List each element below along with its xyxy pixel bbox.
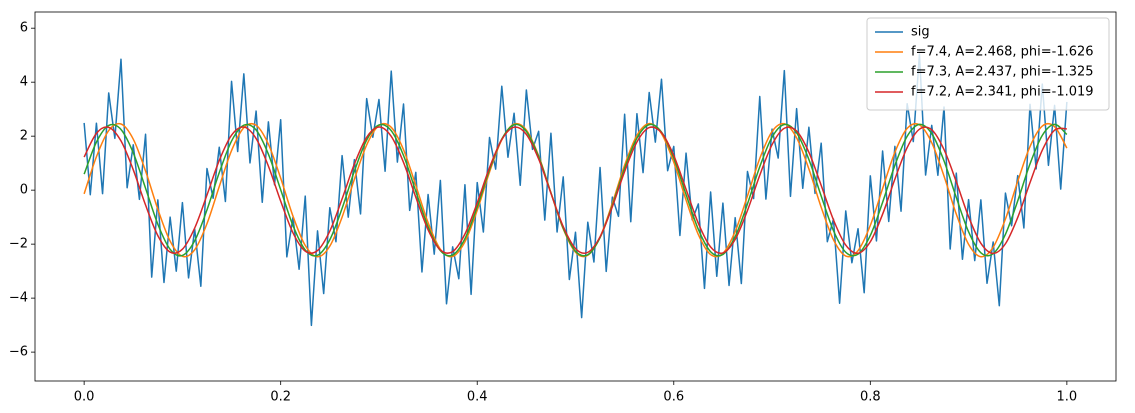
series-line [83, 126, 1067, 255]
y-tick-label: 6 [20, 21, 28, 36]
y-tick-label: −4 [9, 291, 28, 306]
y-tick-label: −6 [9, 345, 28, 360]
series-line [83, 53, 1068, 327]
y-tick-label: 4 [20, 75, 28, 90]
x-tick-label: 0.8 [860, 390, 881, 405]
y-tick-label: −2 [9, 237, 28, 252]
y-tick-label: 2 [20, 129, 28, 144]
legend-label: sig [911, 25, 930, 40]
x-tick-label: 1.0 [1057, 390, 1078, 405]
series-line [83, 123, 1068, 257]
legend-box [866, 17, 1110, 111]
x-tick-label: 0.6 [663, 390, 684, 405]
legend-label: f=7.2, A=2.341, phi=-1.019 [911, 85, 1094, 100]
legend-label: f=7.3, A=2.437, phi=-1.325 [911, 65, 1094, 80]
legend-label: f=7.4, A=2.468, phi=-1.626 [911, 45, 1094, 60]
y-tick-label: 0 [20, 183, 28, 198]
x-tick-label: 0.2 [270, 390, 291, 405]
x-tick-label: 0.4 [467, 390, 488, 405]
x-tick-label: 0.0 [74, 390, 95, 405]
